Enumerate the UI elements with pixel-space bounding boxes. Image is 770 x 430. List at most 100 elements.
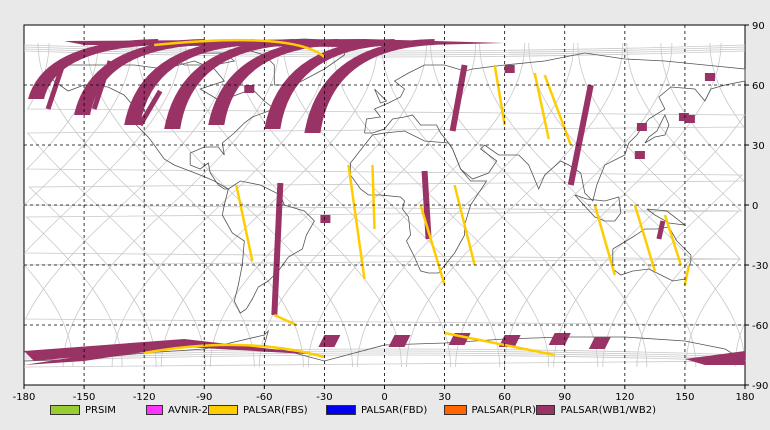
orbit-track [111, 42, 329, 368]
swath-wb [636, 123, 647, 131]
orbit-track [357, 42, 575, 368]
orbit-track [479, 42, 697, 368]
y-tick-label: -60 [752, 321, 768, 332]
x-tick-label: 120 [615, 392, 634, 403]
x-tick-label: 0 [381, 392, 387, 403]
coastline [221, 180, 315, 314]
coastline [23, 329, 746, 362]
x-tick-label: 30 [438, 392, 451, 403]
swath-fbs [371, 164, 376, 230]
x-tick-label: -120 [133, 392, 156, 403]
blue-swatch [326, 405, 356, 415]
coastline [374, 88, 388, 104]
y-tick-label: 30 [752, 141, 765, 152]
coastline [173, 52, 236, 66]
swath-wb [208, 39, 339, 125]
y-tick-label: 0 [752, 201, 758, 212]
legend-label: PALSAR(FBD) [361, 404, 428, 416]
orbit-track [184, 42, 402, 368]
coastlines [23, 38, 746, 362]
swath-fbs [663, 214, 683, 266]
orbit-track [455, 42, 673, 368]
swath-wb [588, 337, 611, 349]
swath-wb [634, 151, 645, 159]
swath-wb [24, 343, 205, 365]
magenta-swatch [146, 405, 163, 415]
y-tick-label: -90 [752, 381, 768, 392]
swath-fbs [593, 204, 617, 276]
swath-wb [684, 115, 695, 123]
coastline [350, 130, 488, 274]
swath-fbs [154, 38, 326, 58]
orbit-tracks [23, 42, 746, 368]
coastline [646, 208, 687, 226]
x-tick-label: 90 [558, 392, 571, 403]
swath-fbs [235, 184, 254, 262]
swath-fbs [347, 164, 366, 280]
legend-label: PALSAR(WB1/WB2) [560, 404, 656, 416]
latitude-axis: 90 60 30 0 -30 -60 -90 [745, 21, 768, 392]
swath-fbs [273, 313, 297, 327]
orbit-track [430, 42, 648, 368]
swath-wb [124, 39, 255, 125]
orbit-track [406, 42, 624, 368]
swath-wb [656, 220, 666, 240]
orange-swatch [444, 405, 467, 415]
x-tick-label: -60 [256, 392, 272, 403]
orbit-track [135, 42, 353, 368]
swath-wb [304, 39, 435, 133]
longitude-axis: -180 -150 -120 -90 -60 -30 0 30 60 90 120 150 180 [13, 385, 755, 403]
swath-fbs [143, 343, 325, 359]
x-tick-label: 180 [735, 392, 754, 403]
y-tick-label: 90 [752, 21, 765, 32]
swath-wb [271, 182, 284, 316]
swath-wb [684, 351, 745, 365]
yellow-swatch [208, 405, 238, 415]
orbit-track [23, 352, 746, 360]
legend-item: PALSAR(FBD) [326, 405, 444, 416]
legend-item: PALSAR(FBS) [208, 405, 326, 416]
x-tick-label: 150 [675, 392, 694, 403]
legend: PRSIM AVNIR-2 PALSAR(FBS) PALSAR(FBD) PALSAR… [50, 402, 656, 418]
x-tick-label: 60 [498, 392, 511, 403]
coastline [644, 114, 670, 144]
swath-wb [320, 215, 331, 223]
swath-fbs [683, 264, 691, 286]
legend-item: PALSAR(WB1/WB2) [536, 405, 656, 416]
legend-label: PALSAR(FBS) [243, 404, 308, 416]
swath-fbs [444, 331, 555, 357]
swath-wb [264, 39, 395, 129]
swath-wb [164, 39, 295, 129]
x-tick-label: -30 [316, 392, 332, 403]
legend-item: PRSIM [50, 405, 146, 416]
swath-fbs [533, 72, 550, 140]
swath-wb [388, 335, 411, 347]
swath-wb [74, 39, 205, 115]
swath-wb [548, 333, 571, 345]
orbit-track [381, 42, 599, 368]
legend-label: PRSIM [85, 404, 116, 416]
x-tick-label: -180 [13, 392, 36, 403]
swath-wb [567, 84, 594, 186]
y-tick-label: -30 [752, 261, 768, 272]
orbit-track [160, 42, 378, 368]
swath-wb [318, 335, 341, 347]
swath-fbs [633, 204, 657, 272]
legend-item: AVNIR-2 [146, 405, 208, 416]
legend-label: PALSAR(PLR) [471, 404, 536, 416]
green-swatch [50, 405, 80, 415]
swath-wb [244, 85, 255, 93]
swath-wb [704, 73, 715, 81]
graticule [24, 25, 745, 385]
swath-wb [504, 65, 515, 73]
legend-item: PALSAR(PLR) [444, 405, 536, 416]
x-tick-label: -150 [73, 392, 96, 403]
swath-fbs [493, 64, 506, 126]
orbit-track [86, 42, 304, 368]
maroon-swatch [536, 405, 556, 415]
orbit-track [62, 42, 280, 368]
legend-label: AVNIR-2 [168, 404, 208, 416]
orbit-track [23, 48, 746, 56]
swath-wb [449, 64, 468, 132]
